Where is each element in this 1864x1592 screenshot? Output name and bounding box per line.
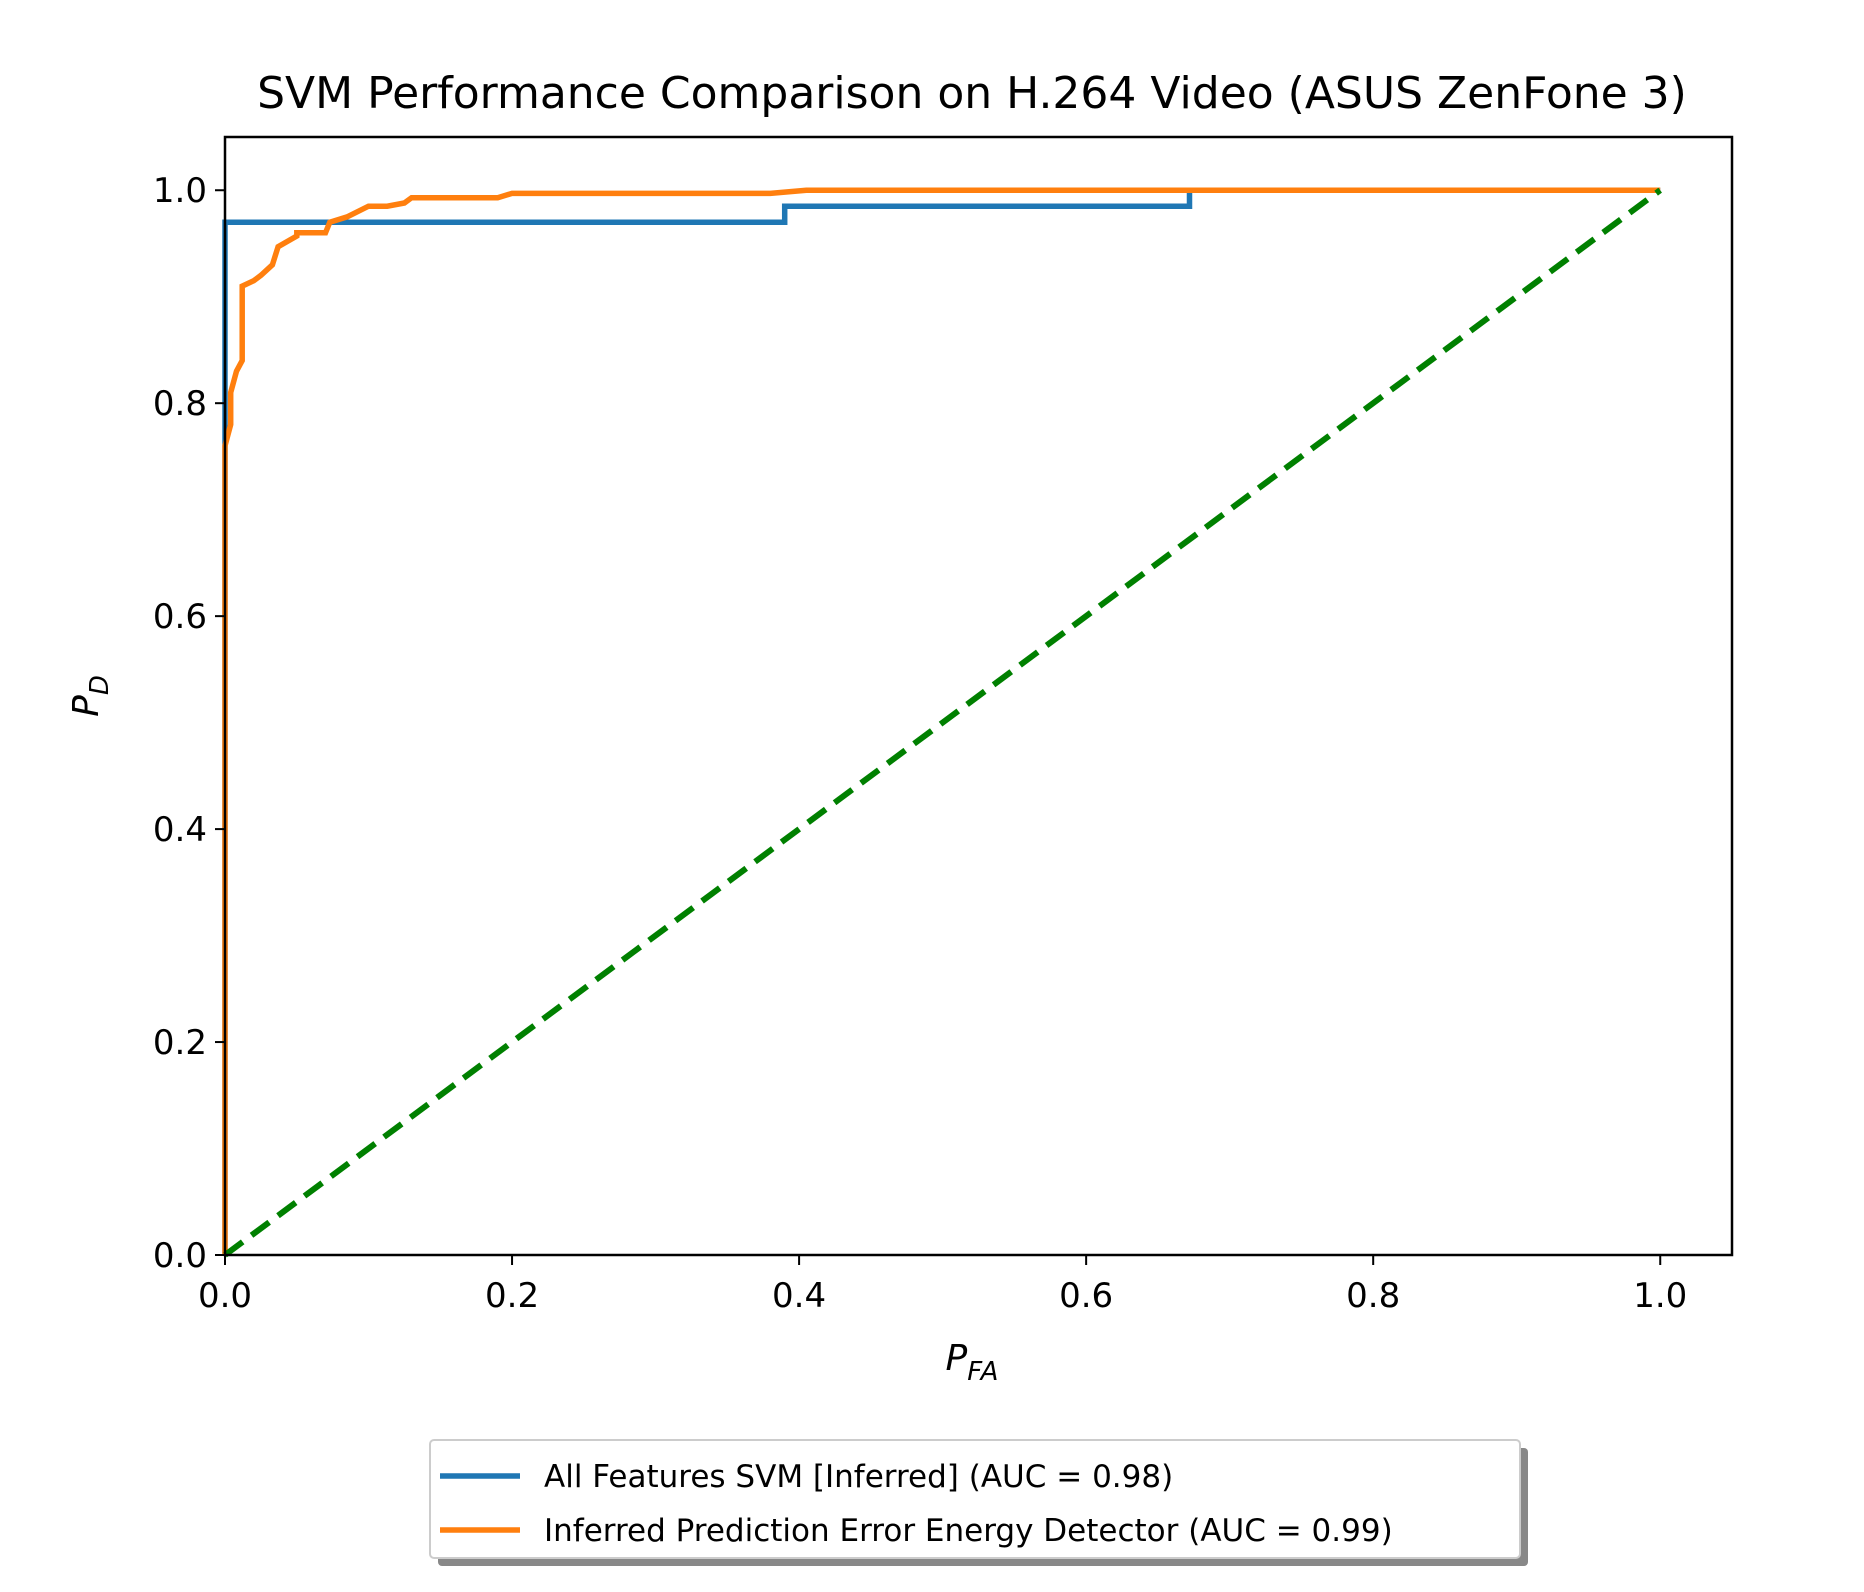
y-tick-label: 0.6	[153, 597, 207, 637]
chart-title: SVM Performance Comparison on H.264 Vide…	[257, 68, 1687, 119]
x-axis-label-main: P	[946, 1338, 968, 1379]
y-axis-label-main: P	[66, 695, 107, 717]
x-axis-label-sub: FA	[967, 1357, 998, 1387]
y-tick-label: 0.8	[153, 384, 207, 424]
plot-area	[222, 135, 1734, 1258]
x-tick-label: 0.4	[772, 1276, 826, 1316]
y-axis-label-sub: D	[85, 675, 115, 695]
y-tick-label: 0.0	[153, 1236, 207, 1276]
x-tick-label: 1.0	[1633, 1276, 1687, 1316]
x-axis: 0.0 0.2 0.4 0.6 0.8 1.0	[198, 1255, 1687, 1316]
axes-frame	[223, 135, 1734, 1257]
y-axis: 0.0 0.2 0.4 0.6 0.8 1.0	[153, 171, 225, 1276]
x-tick-label: 0.0	[198, 1276, 252, 1316]
legend-box	[429, 1439, 1521, 1559]
y-tick-label: 0.4	[153, 810, 207, 850]
legend-label-1: Inferred Prediction Error Energy Detecto…	[544, 1513, 1393, 1549]
y-tick-label: 1.0	[153, 171, 207, 211]
x-tick-label: 0.6	[1059, 1276, 1113, 1316]
legend-items: All Features SVM [Inferred] (AUC = 0.98)…	[440, 1459, 1393, 1549]
legend-label-0: All Features SVM [Inferred] (AUC = 0.98)	[544, 1459, 1173, 1495]
x-tick-label: 0.8	[1346, 1276, 1400, 1316]
series-layer	[222, 187, 1662, 1258]
x-axis-label: PFA	[946, 1338, 999, 1387]
series-line-1	[222, 187, 1661, 1255]
y-axis-label: PD	[66, 675, 115, 717]
series-line-2	[223, 187, 1662, 1258]
x-tick-label: 0.2	[485, 1276, 539, 1316]
legend: All Features SVM [Inferred] (AUC = 0.98)…	[429, 1439, 1528, 1566]
y-tick-label: 0.2	[153, 1023, 207, 1063]
